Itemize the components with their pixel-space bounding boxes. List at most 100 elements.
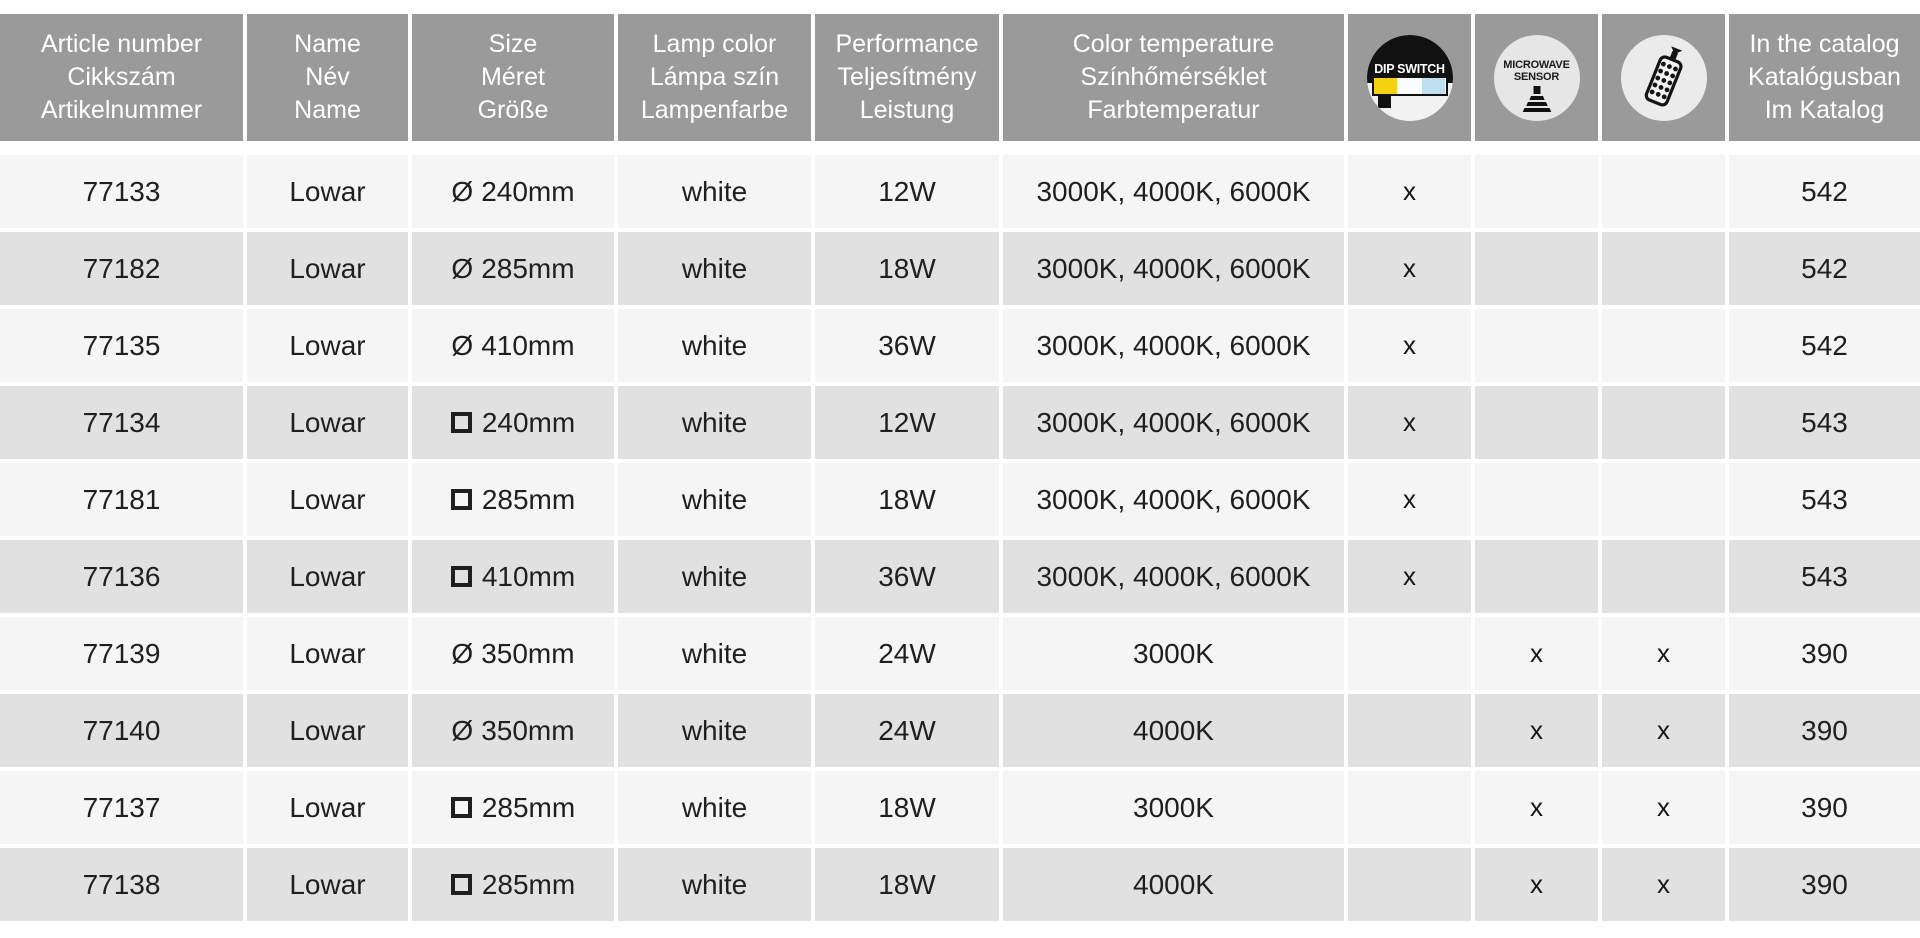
column-header-article[interactable]: Article number Cikkszám Artikelnummer bbox=[0, 14, 247, 141]
cell-value: 3000K, 4000K, 6000K bbox=[1036, 252, 1311, 284]
table-row[interactable]: 77139 Lowar Ø 350mm white 24W 3000K x x 390 bbox=[0, 617, 1920, 690]
cell-dip-switch bbox=[1348, 771, 1475, 844]
cell-catalog: 390 bbox=[1729, 694, 1920, 767]
table-row[interactable]: 77181 Lowar 285mm white 18W 3000K, 4000K, 600… bbox=[0, 463, 1920, 536]
table-row[interactable]: 77133 Lowar Ø 240mm white 12W 3000K, 4000K, 60… bbox=[0, 155, 1920, 228]
cell-size: 285mm bbox=[412, 771, 618, 844]
column-header-dip-switch[interactable]: DIP SWITCH bbox=[1348, 14, 1475, 141]
cell-value: 77181 bbox=[82, 483, 161, 515]
dip-switch-slider bbox=[1371, 75, 1448, 96]
cell-catalog: 542 bbox=[1729, 155, 1920, 228]
cell-remote-control: x bbox=[1602, 848, 1729, 921]
column-header-line: Színhőmérséklet bbox=[1080, 63, 1267, 91]
cell-value: 542 bbox=[1801, 175, 1848, 207]
column-header-catalog[interactable]: In the catalog Katalógusban Im Katalog bbox=[1729, 14, 1920, 141]
cell-dip-switch: x bbox=[1348, 155, 1475, 228]
cell-article: 77134 bbox=[0, 386, 247, 459]
cell-value: 18W bbox=[878, 791, 936, 823]
cell-performance: 18W bbox=[815, 232, 1003, 305]
cell-color-temperature: 3000K, 4000K, 6000K bbox=[1003, 386, 1348, 459]
cell-value: 3000K, 4000K, 6000K bbox=[1036, 483, 1311, 515]
table-row[interactable]: 77136 Lowar 410mm white 36W 3000K, 4000K, 600… bbox=[0, 540, 1920, 613]
cell-value: 12W bbox=[878, 175, 936, 207]
cell-microwave-sensor bbox=[1475, 463, 1602, 536]
cell-value: 36W bbox=[878, 560, 936, 592]
cell-catalog: 543 bbox=[1729, 463, 1920, 536]
cell-value: 77138 bbox=[82, 868, 161, 900]
cell-value: 77137 bbox=[82, 791, 161, 823]
size-square-symbol bbox=[450, 412, 472, 433]
column-header-line: Cikkszám bbox=[67, 63, 176, 91]
feature-mark: x bbox=[1657, 792, 1670, 822]
feature-mark: x bbox=[1403, 407, 1416, 437]
cell-value: 18W bbox=[878, 483, 936, 515]
cell-value: 542 bbox=[1801, 252, 1848, 284]
column-header-line: Név bbox=[305, 63, 350, 91]
cell-performance: 18W bbox=[815, 771, 1003, 844]
cell-performance: 18W bbox=[815, 848, 1003, 921]
cell-dip-switch: x bbox=[1348, 309, 1475, 382]
dip-switch-body bbox=[1366, 34, 1453, 83]
column-header-line: In the catalog bbox=[1749, 30, 1900, 58]
feature-mark: x bbox=[1403, 253, 1416, 283]
table-row[interactable]: 77135 Lowar Ø 410mm white 36W 3000K, 4000K, 60… bbox=[0, 309, 1920, 382]
cell-value: white bbox=[681, 637, 748, 669]
column-header-line: Farbtemperatur bbox=[1087, 96, 1260, 124]
size-square-symbol bbox=[450, 566, 472, 587]
cell-value: 24W bbox=[878, 714, 936, 746]
cell-value: 77140 bbox=[82, 714, 161, 746]
cell-color-temperature: 4000K bbox=[1003, 848, 1348, 921]
cell-value: 24W bbox=[878, 637, 936, 669]
cell-microwave-sensor: x bbox=[1475, 848, 1602, 921]
dip-switch-label: DIP SWITCH bbox=[1374, 61, 1445, 76]
cell-size: 240mm bbox=[412, 386, 618, 459]
cell-lamp-color: white bbox=[618, 771, 815, 844]
cell-value: white bbox=[681, 175, 748, 207]
cell-lamp-color: white bbox=[618, 232, 815, 305]
cell-value: white bbox=[681, 406, 748, 438]
column-header-name[interactable]: Name Név Name bbox=[247, 14, 412, 141]
cell-microwave-sensor bbox=[1475, 232, 1602, 305]
cell-value: 3000K, 4000K, 6000K bbox=[1036, 560, 1311, 592]
feature-mark: x bbox=[1403, 484, 1416, 514]
cell-value: 36W bbox=[878, 329, 936, 361]
column-header-remote-control[interactable] bbox=[1602, 14, 1729, 141]
column-header-microwave-sensor[interactable]: MICROWAVE SENSOR bbox=[1475, 14, 1602, 141]
table-row[interactable]: 77138 Lowar 285mm white 18W 4000K x x 390 bbox=[0, 848, 1920, 921]
column-header-line: Article number bbox=[40, 30, 203, 58]
cell-article: 77133 bbox=[0, 155, 247, 228]
cell-dip-switch: x bbox=[1348, 463, 1475, 536]
microwave-sensor-label: MICROWAVE SENSOR bbox=[1503, 58, 1570, 83]
cell-name: Lowar bbox=[247, 463, 412, 536]
cell-dip-switch: x bbox=[1348, 232, 1475, 305]
cell-microwave-sensor: x bbox=[1475, 617, 1602, 690]
cell-lamp-color: white bbox=[618, 540, 815, 613]
column-header-color-temperature[interactable]: Color temperature Színhőmérséklet Farbtemp… bbox=[1003, 14, 1348, 141]
feature-mark: x bbox=[1403, 561, 1416, 591]
table-row[interactable]: 77140 Lowar Ø 350mm white 24W 4000K x x 390 bbox=[0, 694, 1920, 767]
size-diameter-symbol: Ø bbox=[451, 637, 474, 669]
cell-catalog: 390 bbox=[1729, 771, 1920, 844]
cell-remote-control: x bbox=[1602, 771, 1729, 844]
cell-performance: 12W bbox=[815, 386, 1003, 459]
cell-color-temperature: 3000K bbox=[1003, 771, 1348, 844]
table-row[interactable]: 77134 Lowar 240mm white 12W 3000K, 4000K, 600… bbox=[0, 386, 1920, 459]
table-row[interactable]: 77182 Lowar Ø 285mm white 18W 3000K, 4000K, 60… bbox=[0, 232, 1920, 305]
cell-value: 390 bbox=[1801, 868, 1848, 900]
size-value: 285mm bbox=[481, 252, 575, 284]
cell-size: 285mm bbox=[412, 848, 618, 921]
cell-size: 285mm bbox=[412, 463, 618, 536]
table-row[interactable]: 77137 Lowar 285mm white 18W 3000K x x 390 bbox=[0, 771, 1920, 844]
size-square-symbol bbox=[450, 797, 472, 818]
cell-name: Lowar bbox=[247, 232, 412, 305]
feature-mark: x bbox=[1657, 715, 1670, 745]
dip-switch-segment bbox=[1397, 77, 1422, 94]
cell-size: 410mm bbox=[412, 540, 618, 613]
column-header-size[interactable]: Size Méret Größe bbox=[412, 14, 618, 141]
column-header-performance[interactable]: Performance Teljesítmény Leistung bbox=[815, 14, 1003, 141]
cell-name: Lowar bbox=[247, 694, 412, 767]
cell-value: white bbox=[681, 560, 748, 592]
cell-color-temperature: 3000K, 4000K, 6000K bbox=[1003, 232, 1348, 305]
column-header-lamp-color[interactable]: Lamp color Lámpa szín Lampenfarbe bbox=[618, 14, 815, 141]
cell-value: 543 bbox=[1801, 483, 1848, 515]
